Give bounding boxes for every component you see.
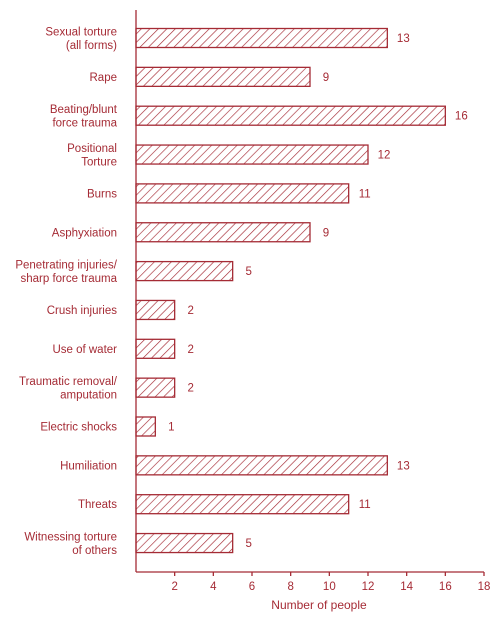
category-label: Penetrating injuries/sharp force trauma [15,259,117,285]
category-label: Sexual torture (all forms) [45,26,117,52]
category-labels: Sexual torture (all forms) Rape Beating/blu… [15,26,117,557]
category-label-line: Asphyxiation [52,227,117,239]
category-label-line: Use of water [52,344,117,356]
category-label: Use of water [52,344,117,356]
category-label: Electric shocks [40,422,117,434]
category-label-line: Traumatic removal/ [19,376,118,388]
x-axis-ticks: 2 4 6 8 10 12 14 16 18 [171,572,490,593]
category-label-line: Beating/blunt [50,104,118,116]
bar [135,105,446,126]
bar [135,338,176,359]
x-tick-label: 8 [287,581,293,593]
value-label: 2 [187,305,193,317]
category-label-line: of others [72,545,117,557]
bar [135,183,350,204]
category-label-line: Crush injuries [47,305,118,317]
x-tick-label: 6 [249,581,255,593]
value-label: 1 [168,422,174,434]
value-label: 2 [187,344,193,356]
bar [135,377,176,398]
category-label-line: Electric shocks [40,422,117,434]
bar [135,27,388,49]
category-label-line: Sexual torture [45,26,117,38]
value-label: 9 [323,227,329,239]
category-label-line: Rape [90,72,118,84]
category-label-line: (all forms) [66,40,117,52]
x-tick-label: 4 [210,581,217,593]
value-label: 12 [378,150,391,162]
category-label-line: sharp force trauma [20,273,117,285]
bar [135,532,234,554]
value-label: 13 [397,33,410,45]
category-label: Witnessing torture of others [24,531,117,557]
category-label-line: force trauma [52,117,117,129]
category-label: Burns [87,188,117,200]
value-label: 5 [245,538,251,550]
x-tick-label: 10 [323,581,336,593]
bar [135,299,176,321]
bar [135,222,311,243]
x-tick-label: 14 [400,581,413,593]
category-label-line: Humiliation [60,460,117,472]
x-tick-label: 2 [171,581,177,593]
category-label-line: Threats [78,499,117,511]
category-label: Asphyxiation [52,227,117,239]
category-label-line: Burns [87,188,117,200]
bar [135,144,369,165]
bar [135,455,388,476]
x-axis-label: Number of people [271,598,367,612]
value-label: 2 [187,383,193,395]
category-label: Crush injuries [47,305,118,317]
value-label: 16 [455,111,468,123]
category-label-line: Positional [67,143,117,155]
category-label: Rape [90,72,118,84]
bars-group [135,27,446,554]
value-label: 5 [245,266,251,278]
category-label-line: Witnessing torture [24,531,117,543]
category-label-line: amputation [60,389,117,401]
category-label-line: Penetrating injuries/ [15,259,117,271]
x-tick-label: 12 [362,581,375,593]
bar [135,260,234,282]
value-label: 11 [359,188,371,200]
value-label: 11 [359,499,371,511]
category-label: Humiliation [60,460,117,472]
bar [135,416,156,437]
x-tick-label: 16 [439,581,452,593]
bar [135,66,311,87]
x-tick-label: 18 [478,581,491,593]
value-labels: 13 9 16 12 11 9 5 2 2 2 1 13 11 5 [168,33,468,550]
category-label: Positional Torture [67,143,117,169]
value-label: 13 [397,460,410,472]
category-label-line: Torture [81,156,117,168]
bar [135,494,350,515]
category-label: Threats [78,499,117,511]
category-label: Traumatic removal/amputation [19,376,118,402]
category-label: Beating/blunt force trauma [50,104,118,130]
value-label: 9 [323,72,329,84]
